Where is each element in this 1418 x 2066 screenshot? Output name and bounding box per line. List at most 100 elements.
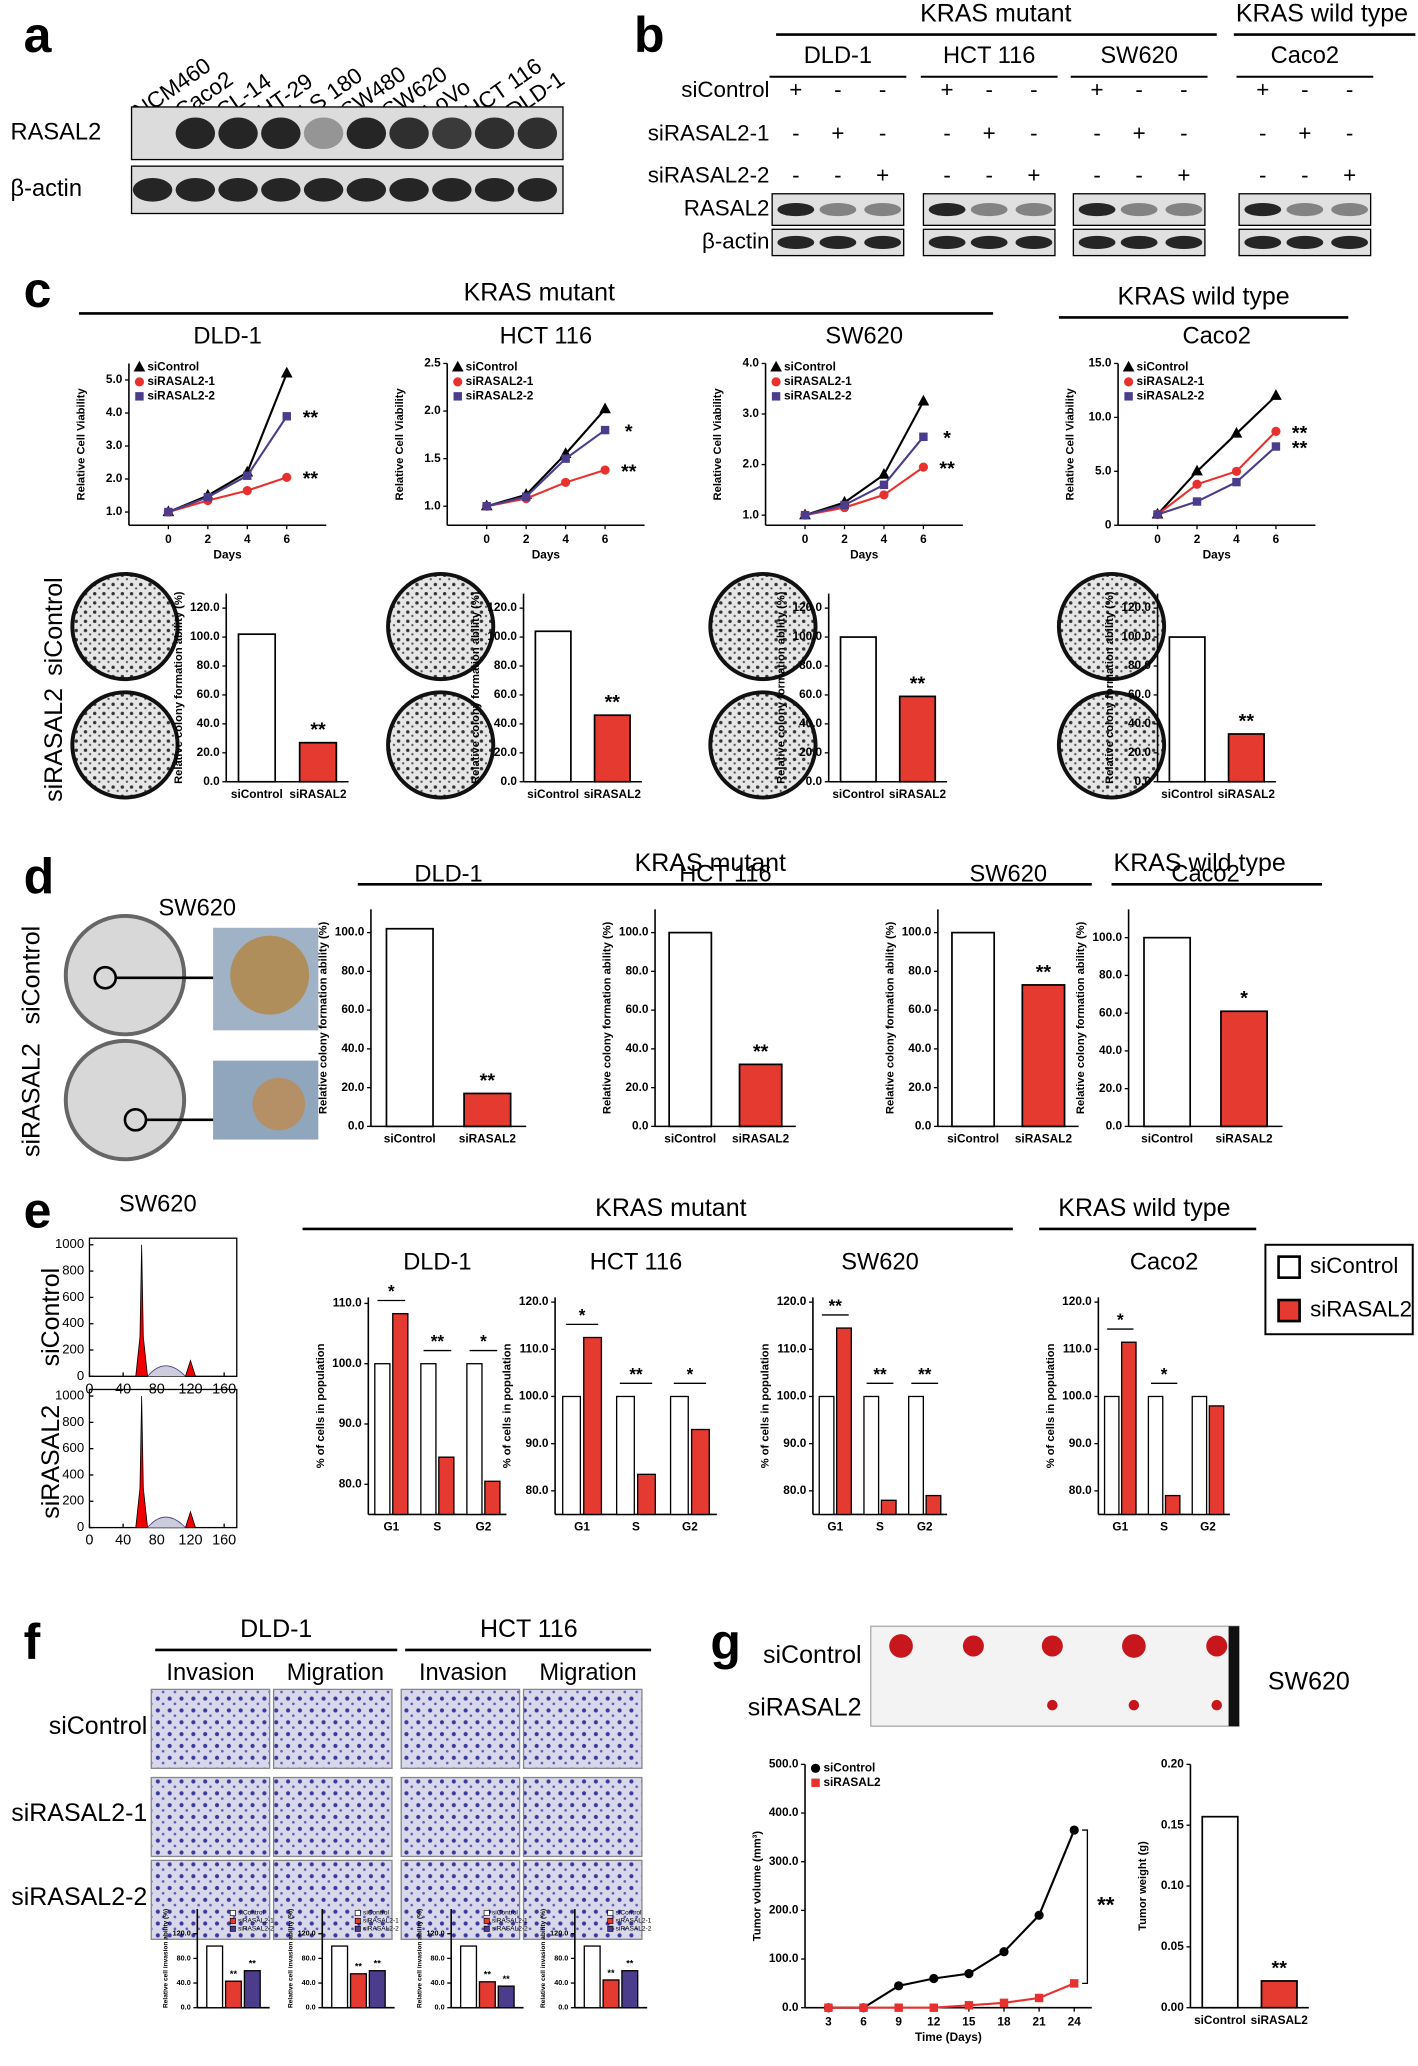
tumor	[1211, 1699, 1223, 1711]
y-tick-label: 300.0	[769, 1854, 799, 1868]
sign: +	[1133, 120, 1146, 145]
marker	[1231, 466, 1242, 476]
x-tick-label: S	[433, 1520, 441, 1534]
y-axis-label: Relative cell invasion ability (%)	[540, 1909, 547, 2008]
y-tick-label: 0.0	[782, 2000, 799, 2014]
row-label: siRASAL2-1	[11, 1799, 147, 1827]
y-tick-label: 20.0	[1128, 745, 1151, 759]
marker	[599, 402, 611, 414]
legend-swatch	[483, 1910, 490, 1916]
hist-tick-label: 400	[62, 1315, 84, 1330]
marker	[879, 480, 889, 490]
bar	[908, 1395, 924, 1516]
y-axis-label: % of cells in population	[502, 1343, 514, 1468]
legend-marker	[1124, 392, 1133, 401]
x-tick-label: siRASAL2	[584, 787, 642, 801]
row-label: siRASAL2	[748, 1694, 862, 1722]
legend-swatch	[483, 1917, 490, 1924]
y-tick-label: 15.0	[1088, 356, 1111, 370]
band	[1286, 235, 1324, 250]
y-tick-label: 0.0	[1135, 774, 1152, 788]
band	[1015, 235, 1053, 250]
significance: **	[939, 458, 955, 480]
hist-tick-label: 1000	[55, 1236, 84, 1251]
micrograph	[522, 1688, 643, 1769]
y-tick-label: 0.00	[1161, 2000, 1184, 2014]
y-axis-label: Relative Cell Viability	[76, 387, 88, 500]
y-tick-label: 80.0	[625, 963, 648, 977]
x-tick-label: siControl	[1194, 2013, 1246, 2027]
significance: **	[1272, 1957, 1288, 1979]
tumor	[1122, 1634, 1146, 1658]
y-axis-label: % of cells in population	[1045, 1343, 1057, 1468]
marker	[1191, 464, 1203, 476]
bar	[951, 931, 996, 1128]
marker	[1034, 1993, 1044, 2003]
marker	[894, 2003, 903, 2012]
y-tick-label: 40.0	[341, 1041, 364, 1055]
hist-tick-label: 1000	[55, 1388, 84, 1403]
bar	[1147, 1395, 1164, 1516]
y-tick-label: 40.0	[625, 1041, 648, 1055]
bar	[478, 1981, 496, 2009]
plate	[708, 571, 818, 682]
x-tick-label: 6	[1273, 532, 1280, 546]
x-tick-label: siControl	[384, 1132, 436, 1146]
x-tick-label: siControl	[664, 1132, 716, 1146]
significance: **	[374, 1959, 382, 1969]
y-tick-label: 2.5	[424, 356, 441, 370]
significance: *	[943, 428, 951, 450]
chart-title: SW620	[825, 323, 903, 349]
significance: **	[480, 1070, 496, 1092]
x-tick-label: siRASAL2	[1015, 1132, 1073, 1146]
sign: +	[983, 120, 996, 145]
y-tick-label: 90.0	[783, 1436, 806, 1450]
chart-title: DLD-1	[193, 323, 261, 349]
marker	[999, 1998, 1009, 2008]
marker	[964, 2001, 974, 2010]
bracket	[1082, 1829, 1089, 1985]
x-axis-label: Time (Days)	[915, 2030, 982, 2044]
significance: **	[621, 461, 637, 483]
x-tick-label: 0	[483, 532, 490, 546]
band	[303, 117, 344, 150]
significance: **	[1036, 961, 1052, 983]
bar	[1201, 1815, 1239, 2009]
significance: **	[753, 1041, 769, 1063]
y-tick-label: 0.0	[1106, 1119, 1123, 1133]
y-tick-label: 0.0	[806, 774, 823, 788]
cell-line: HCT 116	[943, 43, 1035, 69]
group-header: KRAS wild type	[1236, 0, 1408, 27]
bar	[1191, 1395, 1208, 1516]
significance: **	[310, 719, 326, 741]
marker	[879, 490, 889, 500]
sign: -	[1030, 120, 1037, 145]
bar	[438, 1456, 455, 1516]
legend-swatch	[483, 1925, 490, 1932]
y-tick-label: 120.0	[427, 1929, 445, 1938]
hist-s	[147, 1365, 186, 1377]
bar	[1260, 1980, 1298, 2009]
hist-tick-label: 160	[212, 1533, 236, 1549]
y-tick-label: 0.0	[348, 1119, 365, 1133]
x-tick-label: 2	[1194, 532, 1201, 546]
marker	[878, 468, 890, 479]
hist-peak	[184, 1510, 197, 1528]
x-tick-label: G2	[682, 1520, 698, 1534]
x-tick-label: 6	[860, 2014, 867, 2028]
sign: +	[1091, 77, 1104, 102]
marker	[1271, 442, 1281, 451]
band	[389, 177, 429, 202]
y-tick-label: 2.0	[106, 471, 123, 485]
y-tick-label: 100.0	[769, 1951, 799, 1965]
hist-tick-label: 200	[62, 1341, 84, 1356]
significance: **	[1097, 1893, 1115, 1918]
legend-label: siRASAL2-1	[466, 374, 534, 388]
bar	[668, 931, 713, 1128]
hist-frame	[88, 1388, 238, 1529]
band	[346, 177, 387, 202]
y-tick-label: 80.0	[1069, 1483, 1092, 1497]
sign: -	[1180, 77, 1187, 102]
marker	[1230, 426, 1243, 438]
row-label: β-actin	[702, 228, 770, 253]
